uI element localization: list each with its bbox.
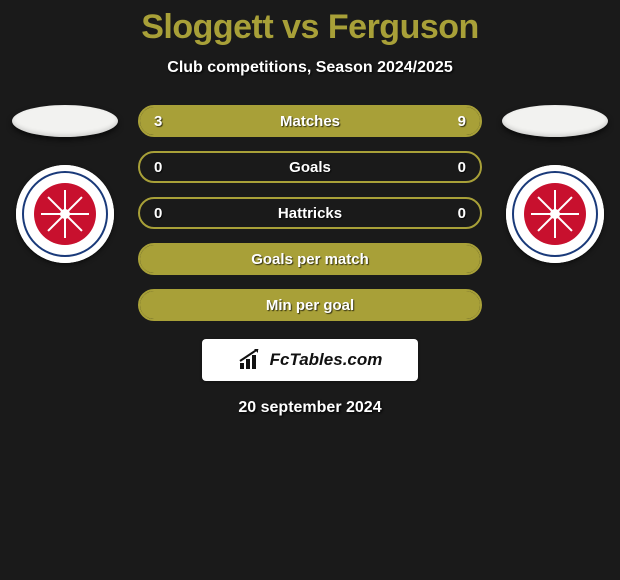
- right-player-avatar: [502, 105, 608, 137]
- right-club-badge: [506, 165, 604, 263]
- stat-row-min-per-goal: Min per goal: [138, 289, 482, 321]
- main-row: 3 Matches 9 0 Goals 0 0 Hattricks 0 Goal…: [0, 105, 620, 321]
- stat-label: Matches: [280, 113, 340, 130]
- stats-column: 3 Matches 9 0 Goals 0 0 Hattricks 0 Goal…: [138, 105, 482, 321]
- stat-left-value: 0: [154, 205, 162, 222]
- left-player-column: [10, 105, 120, 263]
- stat-right-value: 0: [458, 159, 466, 176]
- stat-row-matches: 3 Matches 9: [138, 105, 482, 137]
- stat-row-goals-per-match: Goals per match: [138, 243, 482, 275]
- date-text: 20 september 2024: [238, 399, 381, 417]
- stat-left-value: 0: [154, 159, 162, 176]
- right-player-column: [500, 105, 610, 263]
- left-player-avatar: [12, 105, 118, 137]
- stat-left-value: 3: [154, 113, 162, 130]
- ship-wheel-icon: [531, 190, 579, 238]
- stat-label: Hattricks: [278, 205, 342, 222]
- stat-right-value: 0: [458, 205, 466, 222]
- page-title: Sloggett vs Ferguson: [141, 8, 479, 47]
- bar-chart-icon: [238, 349, 264, 371]
- stat-label: Goals per match: [251, 251, 369, 268]
- stat-label: Min per goal: [266, 297, 354, 314]
- stat-row-goals: 0 Goals 0: [138, 151, 482, 183]
- attribution-text: FcTables.com: [270, 350, 383, 370]
- subtitle: Club competitions, Season 2024/2025: [167, 59, 452, 77]
- stat-label: Goals: [289, 159, 331, 176]
- infographic-root: Sloggett vs Ferguson Club competitions, …: [0, 0, 620, 417]
- left-club-badge: [16, 165, 114, 263]
- stat-right-value: 9: [458, 113, 466, 130]
- attribution-badge: FcTables.com: [202, 339, 418, 381]
- ship-wheel-icon: [41, 190, 89, 238]
- stat-row-hattricks: 0 Hattricks 0: [138, 197, 482, 229]
